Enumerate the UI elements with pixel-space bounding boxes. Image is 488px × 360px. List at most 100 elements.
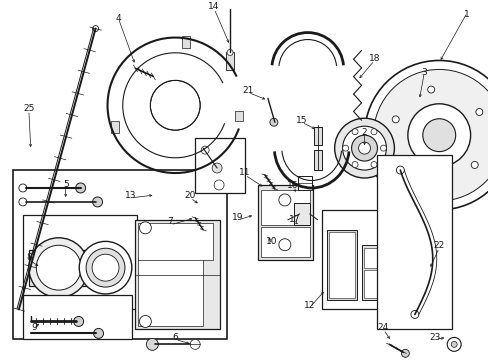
Bar <box>297 176 311 190</box>
Circle shape <box>407 104 469 167</box>
Circle shape <box>74 316 83 327</box>
Circle shape <box>410 310 418 319</box>
Bar <box>138 223 213 260</box>
Circle shape <box>358 142 370 154</box>
Text: 22: 22 <box>433 241 444 250</box>
Bar <box>313 127 321 145</box>
Bar <box>111 121 119 133</box>
Bar <box>258 185 312 260</box>
Text: 2: 2 <box>361 128 366 137</box>
Text: 19: 19 <box>232 213 244 222</box>
Circle shape <box>351 162 357 167</box>
Circle shape <box>150 80 200 130</box>
Text: 8: 8 <box>26 253 32 262</box>
Circle shape <box>92 197 102 207</box>
Text: 15: 15 <box>295 116 307 125</box>
Circle shape <box>370 129 376 135</box>
Circle shape <box>214 180 224 190</box>
Text: 5: 5 <box>62 180 68 189</box>
Text: 12: 12 <box>304 301 315 310</box>
Circle shape <box>470 162 477 168</box>
Circle shape <box>212 163 222 173</box>
Bar <box>363 248 390 268</box>
Circle shape <box>373 69 488 201</box>
Text: 11: 11 <box>239 167 250 176</box>
Bar <box>313 150 321 170</box>
Text: 17: 17 <box>288 215 300 224</box>
Circle shape <box>16 306 22 312</box>
Bar <box>326 230 356 300</box>
Circle shape <box>391 116 398 123</box>
Circle shape <box>92 26 99 32</box>
Text: 9: 9 <box>31 323 37 332</box>
Text: 23: 23 <box>428 333 440 342</box>
Circle shape <box>475 108 482 116</box>
Bar <box>195 138 244 193</box>
Text: 6: 6 <box>172 333 178 342</box>
Bar <box>261 227 309 257</box>
Bar <box>29 250 88 285</box>
Circle shape <box>419 175 426 182</box>
Bar <box>135 220 220 329</box>
Bar <box>23 294 132 339</box>
Text: 14: 14 <box>208 2 219 11</box>
Circle shape <box>334 118 394 178</box>
Circle shape <box>401 349 408 357</box>
Text: 3: 3 <box>421 68 427 77</box>
Bar <box>234 112 242 121</box>
Bar <box>13 170 226 339</box>
Text: 1: 1 <box>463 10 469 19</box>
Circle shape <box>422 119 455 152</box>
Bar <box>202 157 212 165</box>
Text: 20: 20 <box>184 192 196 201</box>
Circle shape <box>19 184 27 192</box>
Circle shape <box>278 194 290 206</box>
Text: 18: 18 <box>368 54 380 63</box>
Circle shape <box>139 222 151 234</box>
Bar <box>261 190 309 225</box>
Circle shape <box>19 198 27 206</box>
Circle shape <box>278 239 290 251</box>
Circle shape <box>139 315 151 328</box>
Circle shape <box>79 241 132 294</box>
Circle shape <box>342 145 348 151</box>
Text: 25: 25 <box>23 104 35 113</box>
Circle shape <box>396 166 404 174</box>
Circle shape <box>92 254 119 281</box>
Bar <box>225 53 234 71</box>
Circle shape <box>226 50 233 55</box>
Circle shape <box>201 146 209 154</box>
Text: 16: 16 <box>286 181 298 190</box>
Circle shape <box>351 129 357 135</box>
Circle shape <box>370 162 376 167</box>
Text: 4: 4 <box>116 14 121 23</box>
Bar <box>328 232 354 298</box>
Circle shape <box>36 245 81 290</box>
Text: 10: 10 <box>265 237 277 246</box>
Circle shape <box>342 126 386 170</box>
Bar <box>23 215 137 310</box>
Circle shape <box>380 145 386 151</box>
Circle shape <box>364 60 488 210</box>
Circle shape <box>93 328 103 338</box>
Circle shape <box>450 341 456 347</box>
Text: 24: 24 <box>377 323 388 332</box>
Circle shape <box>86 248 125 287</box>
Circle shape <box>269 118 277 126</box>
Text: 21: 21 <box>242 86 253 95</box>
Bar <box>377 155 451 329</box>
Circle shape <box>351 135 377 161</box>
Circle shape <box>146 338 158 350</box>
Circle shape <box>427 86 434 93</box>
Circle shape <box>76 183 85 193</box>
Bar <box>293 203 309 225</box>
Bar <box>363 270 390 298</box>
Bar <box>361 245 393 300</box>
Text: 7: 7 <box>167 217 173 226</box>
Bar <box>138 257 203 327</box>
Bar <box>321 210 401 310</box>
Bar <box>182 36 190 48</box>
Circle shape <box>29 238 88 298</box>
Circle shape <box>190 339 200 349</box>
Text: 13: 13 <box>124 192 136 201</box>
